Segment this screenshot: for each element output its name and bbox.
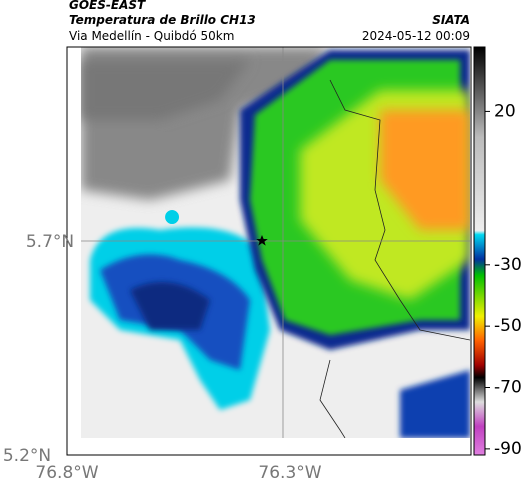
product: Temperatura de Brillo CH13	[69, 13, 256, 27]
colorbar-tick-label: -30	[494, 255, 522, 275]
colorbar-tick-label: -90	[494, 439, 522, 459]
satellite-image	[81, 47, 470, 438]
lon-label: 76.8°W	[35, 463, 98, 483]
map-frame	[66, 46, 472, 456]
source: SIATA	[432, 13, 470, 27]
colorbar-tick-label: -70	[494, 378, 522, 398]
region: Via Medellín - Quibdó 50km	[69, 29, 234, 43]
lon-label: 76.3°W	[258, 463, 321, 483]
colorbar-tick-label: 20	[494, 101, 516, 121]
satellite: GOES-EAST	[69, 0, 146, 12]
lat-label: 5.7°N	[26, 232, 74, 252]
colorbar	[473, 46, 486, 456]
colorbar-tick-label: -50	[494, 316, 522, 336]
datetime: 2024-05-12 00:09	[362, 29, 470, 43]
lat-label: 5.2°N	[3, 446, 51, 466]
